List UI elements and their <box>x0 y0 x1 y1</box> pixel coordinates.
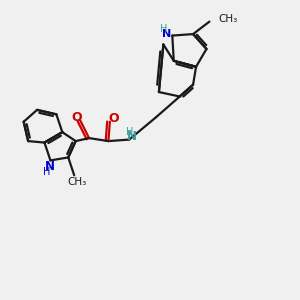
Text: H: H <box>125 127 133 137</box>
Text: H: H <box>43 167 51 177</box>
Text: O: O <box>71 111 82 124</box>
Text: N: N <box>127 130 136 143</box>
Text: H: H <box>160 24 167 34</box>
Text: N: N <box>45 160 55 173</box>
Text: CH₃: CH₃ <box>68 177 87 187</box>
Text: CH₃: CH₃ <box>218 14 238 24</box>
Text: N: N <box>162 29 172 39</box>
Text: O: O <box>108 112 119 125</box>
